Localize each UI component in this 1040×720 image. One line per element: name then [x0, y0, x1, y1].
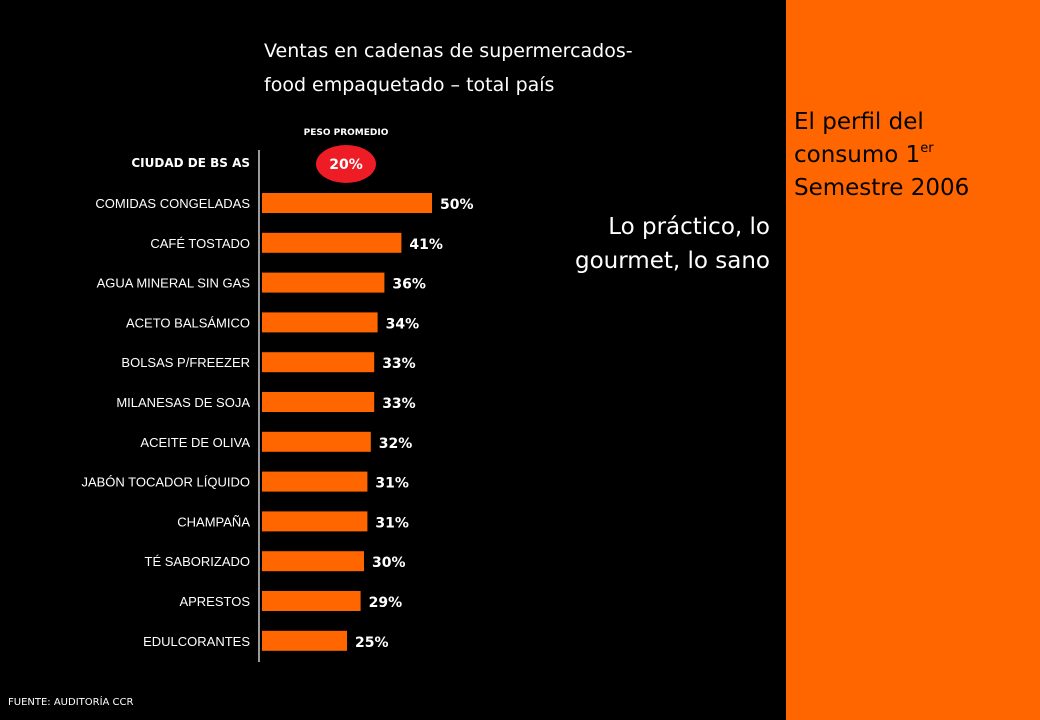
- bar-chart: CIUDAD DE BS AS PESO PROMEDIO 20% COMIDA…: [81, 128, 474, 662]
- category-label: ACEITE DE OLIVA: [140, 435, 250, 450]
- panel-title: El perfil del consumo 1er Semestre 2006: [794, 106, 1034, 205]
- bar: [262, 431, 371, 452]
- value-label: 31%: [375, 515, 409, 531]
- bar: [262, 272, 385, 293]
- category-label: CHAMPAÑA: [177, 514, 250, 529]
- category-label: MILANESAS DE SOJA: [116, 395, 250, 410]
- panel-title-superscript: er: [920, 141, 934, 156]
- value-label: 36%: [392, 277, 426, 293]
- category-label: EDULCORANTES: [143, 634, 250, 649]
- bars-group: COMIDAS CONGELADAS 50% CAFÉ TOSTADO 41% AGUA…: [81, 193, 474, 651]
- bar: [262, 630, 347, 651]
- value-label: 33%: [382, 396, 416, 412]
- value-label: 25%: [355, 635, 389, 651]
- average-value: 20%: [329, 157, 363, 173]
- value-label: 33%: [382, 356, 416, 372]
- bar: [262, 193, 432, 213]
- panel-title-line2-text: consumo 1: [794, 142, 921, 168]
- tagline: Lo práctico, lo gourmet, lo sano: [520, 210, 770, 278]
- bar: [262, 352, 375, 373]
- category-label: APRESTOS: [179, 594, 250, 609]
- tagline-line1: Lo práctico, lo: [608, 214, 770, 240]
- value-label: 50%: [440, 197, 474, 213]
- panel-title-line3: Semestre 2006: [794, 175, 970, 201]
- category-label: ACETO BALSÁMICO: [126, 315, 250, 330]
- bar: [262, 591, 361, 611]
- value-label: 41%: [409, 237, 443, 253]
- category-label: COMIDAS CONGELADAS: [95, 196, 250, 211]
- value-label: 34%: [386, 316, 420, 332]
- bar: [262, 471, 368, 492]
- value-label: 30%: [372, 555, 406, 571]
- source-note: FUENTE: AUDITORÍA CCR: [8, 697, 134, 708]
- bar: [262, 232, 402, 253]
- chart-title-line1: Ventas en cadenas de supermercados-: [264, 40, 633, 62]
- value-label: 31%: [375, 476, 409, 492]
- category-label: BOLSAS P/FREEZER: [121, 355, 250, 370]
- right-panel: El perfil del consumo 1er Semestre 2006: [786, 0, 1040, 720]
- chart-title-line2: food empaquetado – total país: [264, 74, 555, 96]
- bar: [262, 392, 375, 412]
- bar: [262, 511, 368, 532]
- bar: [262, 551, 364, 572]
- bar: [262, 312, 378, 333]
- group-label: CIUDAD DE BS AS: [131, 156, 250, 170]
- value-label: 29%: [369, 595, 403, 611]
- tagline-line2: gourmet, lo sano: [575, 248, 770, 274]
- category-label: AGUA MINERAL SIN GAS: [97, 276, 251, 291]
- category-label: JABÓN TOCADOR LÍQUIDO: [81, 475, 250, 490]
- value-label: 32%: [379, 436, 413, 452]
- category-label: TÉ SABORIZADO: [145, 554, 250, 569]
- average-title: PESO PROMEDIO: [304, 128, 389, 138]
- panel-title-line1: El perfil del: [794, 109, 924, 135]
- panel-title-line2: consumo 1er: [794, 139, 1034, 172]
- average-badge: [316, 145, 376, 183]
- category-label: CAFÉ TOSTADO: [150, 236, 250, 251]
- chart-title: Ventas en cadenas de supermercados- food…: [264, 34, 764, 102]
